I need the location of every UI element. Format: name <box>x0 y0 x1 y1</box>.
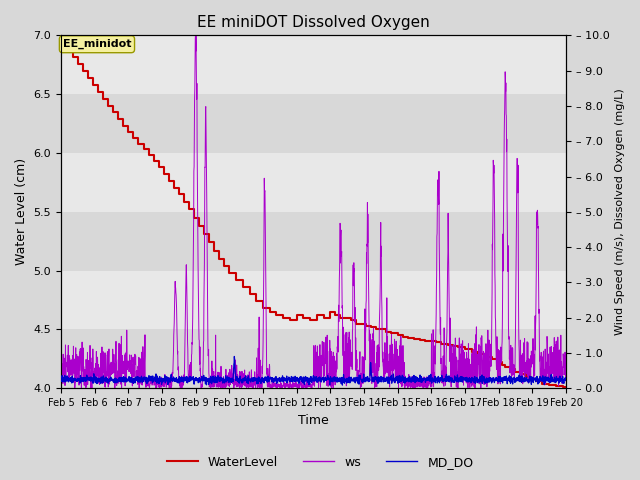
ws <box>518 379 525 385</box>
Line: ws: ws <box>61 36 566 388</box>
WaterLevel <box>115 116 122 122</box>
Legend: WaterLevel, ws, MD_DO: WaterLevel, ws, MD_DO <box>161 451 479 474</box>
ws <box>191 33 199 38</box>
WaterLevel <box>404 335 412 341</box>
WaterLevel <box>307 317 314 323</box>
MD_DO <box>198 373 205 379</box>
WaterLevel <box>57 33 65 38</box>
Text: EE_minidot: EE_minidot <box>63 39 131 49</box>
Bar <box>61 94 566 153</box>
Title: EE miniDOT Dissolved Oxygen: EE miniDOT Dissolved Oxygen <box>197 15 430 30</box>
WaterLevel <box>150 158 157 164</box>
Line: MD_DO: MD_DO <box>61 357 566 385</box>
MD_DO <box>518 373 525 379</box>
MD_DO <box>339 382 346 388</box>
MD_DO <box>532 379 540 384</box>
MD_DO <box>230 354 238 360</box>
ws <box>532 315 540 321</box>
ws <box>339 353 347 359</box>
Line: WaterLevel: WaterLevel <box>61 36 566 388</box>
Bar <box>61 329 566 388</box>
MD_DO <box>562 377 570 383</box>
MD_DO <box>460 377 468 383</box>
X-axis label: Time: Time <box>298 414 329 427</box>
ws <box>57 351 65 357</box>
Bar <box>61 212 566 271</box>
MD_DO <box>328 376 336 382</box>
ws <box>460 349 468 355</box>
Y-axis label: Water Level (cm): Water Level (cm) <box>15 158 28 265</box>
MD_DO <box>339 380 347 385</box>
Bar <box>61 36 566 94</box>
Y-axis label: Wind Speed (m/s), Dissolved Oxygen (mg/L): Wind Speed (m/s), Dissolved Oxygen (mg/L… <box>615 88 625 335</box>
ws <box>111 385 118 391</box>
ws <box>198 384 206 390</box>
WaterLevel <box>562 385 570 391</box>
ws <box>328 380 336 386</box>
WaterLevel <box>454 344 462 350</box>
MD_DO <box>57 378 65 384</box>
Bar <box>61 153 566 212</box>
WaterLevel <box>129 135 137 141</box>
Bar <box>61 271 566 329</box>
ws <box>562 364 570 370</box>
